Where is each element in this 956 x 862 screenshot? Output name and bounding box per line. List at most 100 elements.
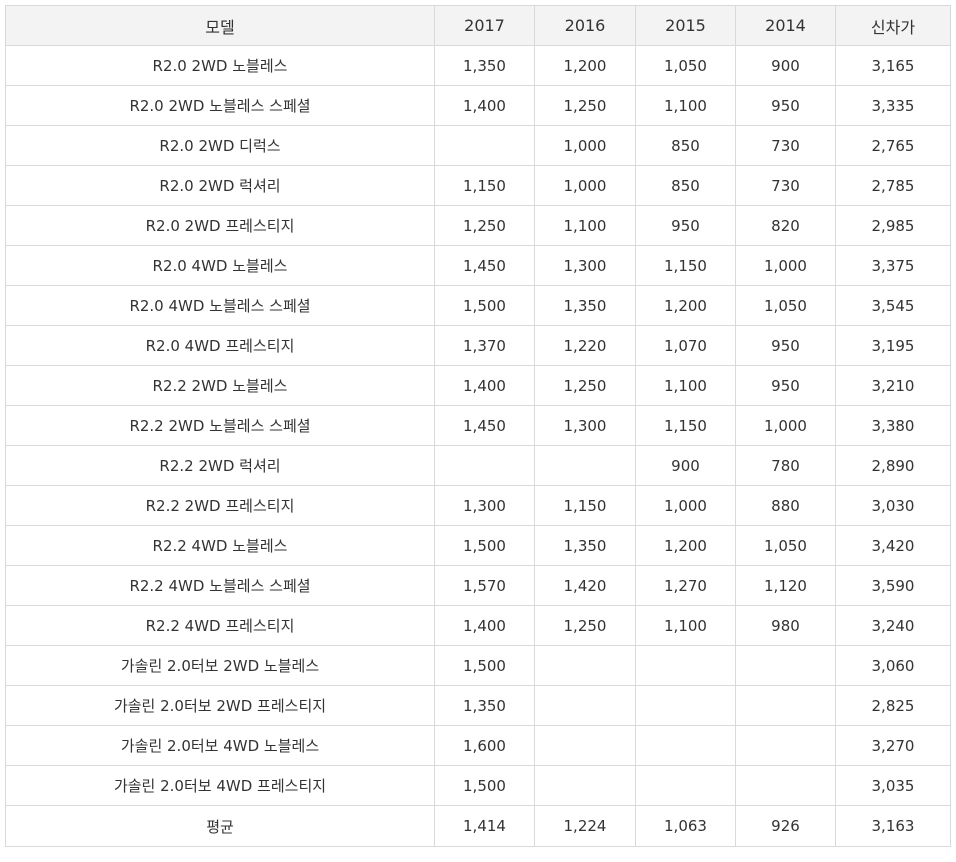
cell-new-car-price: 2,765 bbox=[835, 125, 951, 166]
cell-2017: 1,500 bbox=[434, 765, 535, 806]
cell-2015: 1,150 bbox=[635, 405, 736, 446]
cell-new-car-price: 3,195 bbox=[835, 325, 951, 366]
cell-new-car-price: 3,060 bbox=[835, 645, 951, 686]
cell-2016: 1,250 bbox=[534, 605, 636, 646]
cell-2016: 1,300 bbox=[534, 245, 636, 286]
cell-2014 bbox=[735, 765, 836, 806]
cell-2014: 900 bbox=[735, 45, 836, 86]
cell-2015 bbox=[635, 645, 736, 686]
cell-2014: 730 bbox=[735, 165, 836, 206]
price-table-container: 모델 2017 2016 2015 2014 신차가 R2.0 2WD 노블레스… bbox=[5, 5, 951, 847]
cell-2015: 1,200 bbox=[635, 285, 736, 326]
cell-model: R2.0 4WD 프레스티지 bbox=[5, 325, 435, 366]
cell-2014: 950 bbox=[735, 365, 836, 406]
cell-2015: 950 bbox=[635, 205, 736, 246]
table-row: 가솔린 2.0터보 2WD 프레스티지 1,350 2,825 bbox=[5, 685, 951, 726]
cell-model: R2.0 2WD 노블레스 bbox=[5, 45, 435, 86]
cell-2017: 1,300 bbox=[434, 485, 535, 526]
table-row: R2.2 4WD 노블레스 1,500 1,350 1,200 1,050 3,420 bbox=[5, 525, 951, 566]
cell-model: R2.0 2WD 노블레스 스페셜 bbox=[5, 85, 435, 126]
table-header: 모델 2017 2016 2015 2014 신차가 bbox=[5, 5, 951, 46]
cell-2016: 1,350 bbox=[534, 285, 636, 326]
cell-new-car-price: 3,210 bbox=[835, 365, 951, 406]
cell-2017: 1,570 bbox=[434, 565, 535, 606]
cell-2014 bbox=[735, 685, 836, 726]
cell-2017 bbox=[434, 445, 535, 486]
cell-2014: 1,050 bbox=[735, 285, 836, 326]
table-row: R2.0 4WD 노블레스 1,450 1,300 1,150 1,000 3,375 bbox=[5, 245, 951, 286]
cell-2015 bbox=[635, 685, 736, 726]
cell-2014: 950 bbox=[735, 85, 836, 126]
table-row: 가솔린 2.0터보 2WD 노블레스 1,500 3,060 bbox=[5, 645, 951, 686]
cell-model: R2.2 2WD 럭셔리 bbox=[5, 445, 435, 486]
table-row: R2.2 4WD 노블레스 스페셜 1,570 1,420 1,270 1,120 3,5… bbox=[5, 565, 951, 606]
table-row: R2.0 2WD 노블레스 1,350 1,200 1,050 900 3,165 bbox=[5, 45, 951, 86]
table-row: R2.0 2WD 노블레스 스페셜 1,400 1,250 1,100 950 3,335 bbox=[5, 85, 951, 126]
cell-2016: 1,100 bbox=[534, 205, 636, 246]
cell-new-car-price: 2,890 bbox=[835, 445, 951, 486]
cell-2016 bbox=[534, 685, 636, 726]
cell-2014: 1,000 bbox=[735, 405, 836, 446]
cell-2016: 1,150 bbox=[534, 485, 636, 526]
cell-model: 가솔린 2.0터보 2WD 프레스티지 bbox=[5, 685, 435, 726]
cell-new-car-price: 2,825 bbox=[835, 685, 951, 726]
cell-model: R2.2 4WD 노블레스 bbox=[5, 525, 435, 566]
cell-2016 bbox=[534, 765, 636, 806]
table-row: R2.2 4WD 프레스티지 1,400 1,250 1,100 980 3,240 bbox=[5, 605, 951, 646]
cell-2017: 1,350 bbox=[434, 685, 535, 726]
cell-2017: 1,400 bbox=[434, 365, 535, 406]
cell-model: R2.0 2WD 디럭스 bbox=[5, 125, 435, 166]
table-body: R2.0 2WD 노블레스 1,350 1,200 1,050 900 3,165 R2.0… bbox=[5, 45, 951, 847]
table-row: R2.2 2WD 노블레스 스페셜 1,450 1,300 1,150 1,000 3,3… bbox=[5, 405, 951, 446]
cell-2014: 820 bbox=[735, 205, 836, 246]
header-2015: 2015 bbox=[635, 5, 736, 46]
cell-2016: 1,420 bbox=[534, 565, 636, 606]
cell-new-car-price: 3,335 bbox=[835, 85, 951, 126]
cell-2015: 1,100 bbox=[635, 605, 736, 646]
header-model: 모델 bbox=[5, 5, 435, 46]
cell-2016 bbox=[534, 445, 636, 486]
cell-2015: 1,270 bbox=[635, 565, 736, 606]
cell-2016 bbox=[534, 725, 636, 766]
cell-2014: 926 bbox=[735, 805, 836, 847]
cell-2017: 1,450 bbox=[434, 245, 535, 286]
cell-model: R2.0 2WD 럭셔리 bbox=[5, 165, 435, 206]
cell-model: 가솔린 2.0터보 2WD 노블레스 bbox=[5, 645, 435, 686]
table-row: 가솔린 2.0터보 4WD 노블레스 1,600 3,270 bbox=[5, 725, 951, 766]
cell-2017: 1,500 bbox=[434, 645, 535, 686]
cell-2014: 1,120 bbox=[735, 565, 836, 606]
table-row: R2.2 2WD 럭셔리 900 780 2,890 bbox=[5, 445, 951, 486]
cell-2017: 1,370 bbox=[434, 325, 535, 366]
cell-2016: 1,350 bbox=[534, 525, 636, 566]
cell-2017: 1,600 bbox=[434, 725, 535, 766]
cell-model: R2.2 2WD 노블레스 bbox=[5, 365, 435, 406]
cell-2014 bbox=[735, 725, 836, 766]
cell-new-car-price: 3,035 bbox=[835, 765, 951, 806]
cell-2016: 1,000 bbox=[534, 165, 636, 206]
cell-new-car-price: 3,545 bbox=[835, 285, 951, 326]
cell-2015: 1,070 bbox=[635, 325, 736, 366]
cell-2014 bbox=[735, 645, 836, 686]
cell-2014: 730 bbox=[735, 125, 836, 166]
cell-2014: 880 bbox=[735, 485, 836, 526]
cell-2014: 780 bbox=[735, 445, 836, 486]
cell-new-car-price: 2,785 bbox=[835, 165, 951, 206]
cell-new-car-price: 3,240 bbox=[835, 605, 951, 646]
cell-model: R2.2 4WD 노블레스 스페셜 bbox=[5, 565, 435, 606]
cell-2015: 1,100 bbox=[635, 85, 736, 126]
cell-new-car-price: 3,375 bbox=[835, 245, 951, 286]
cell-2015: 1,150 bbox=[635, 245, 736, 286]
cell-2015: 850 bbox=[635, 125, 736, 166]
cell-2014: 950 bbox=[735, 325, 836, 366]
cell-2017: 1,150 bbox=[434, 165, 535, 206]
cell-2015: 1,000 bbox=[635, 485, 736, 526]
table-row: R2.2 2WD 프레스티지 1,300 1,150 1,000 880 3,030 bbox=[5, 485, 951, 526]
header-2014: 2014 bbox=[735, 5, 836, 46]
table-row: R2.0 4WD 프레스티지 1,370 1,220 1,070 950 3,195 bbox=[5, 325, 951, 366]
cell-model: 가솔린 2.0터보 4WD 노블레스 bbox=[5, 725, 435, 766]
cell-2016: 1,300 bbox=[534, 405, 636, 446]
table-row: R2.0 2WD 프레스티지 1,250 1,100 950 820 2,985 bbox=[5, 205, 951, 246]
cell-model: R2.0 4WD 노블레스 bbox=[5, 245, 435, 286]
header-row: 모델 2017 2016 2015 2014 신차가 bbox=[5, 5, 951, 46]
cell-new-car-price: 3,590 bbox=[835, 565, 951, 606]
